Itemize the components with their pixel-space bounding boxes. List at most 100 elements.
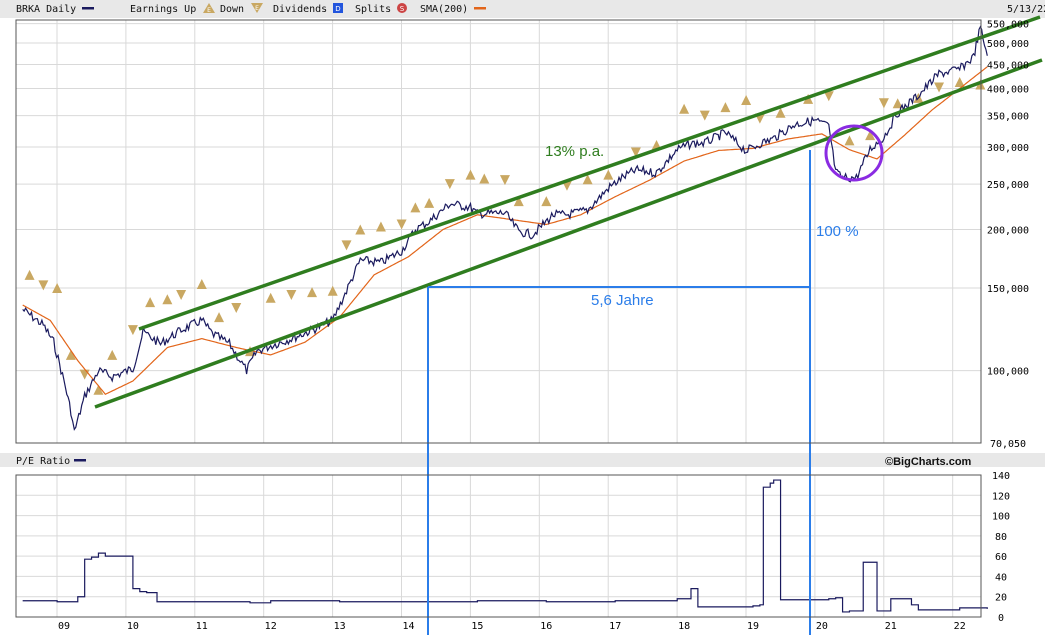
earnings-up-marker	[327, 285, 338, 296]
earnings-up-marker	[844, 135, 855, 146]
earnings-down-icon: E	[251, 3, 263, 13]
x-tick-label: 09	[58, 621, 70, 632]
earnings-up-marker	[265, 292, 276, 303]
earnings-up-marker	[541, 196, 552, 207]
pe-ratio-label: P/E Ratio	[16, 456, 70, 467]
svg-text:E: E	[207, 7, 211, 14]
x-tick-label: 12	[265, 621, 277, 632]
symbol-label: BRKA Daily	[16, 4, 76, 15]
pe-y-tick-label: 40	[995, 572, 1007, 583]
earnings-up-marker	[892, 98, 903, 109]
x-tick-label: 21	[885, 621, 897, 632]
y-axis-pe: 140 120 100 80 60 40 20 0	[992, 471, 1010, 624]
dividends-icon: D	[333, 3, 343, 13]
earnings-up-marker	[741, 94, 752, 105]
earnings-up-marker	[479, 173, 490, 184]
earnings-up-icon: E	[203, 3, 215, 14]
earnings-up-marker	[410, 202, 421, 213]
earnings-down-marker	[396, 219, 407, 230]
earnings-up-marker	[65, 349, 76, 360]
pe-y-tick-label: 80	[995, 532, 1007, 543]
earnings-up-marker	[162, 294, 173, 305]
earnings-up-label: Earnings Up	[130, 4, 196, 15]
splits-label: Splits	[355, 4, 391, 15]
pe-y-tick-label: 140	[992, 471, 1010, 482]
earnings-down-marker	[630, 147, 641, 158]
earnings-down-marker	[38, 280, 49, 291]
plot-frame	[15, 19, 982, 618]
earnings-down-marker	[934, 82, 945, 93]
date-label: 5/13/22	[1007, 4, 1045, 15]
price-line	[22, 25, 988, 431]
y-tick-label: 550,000	[987, 20, 1029, 31]
earnings-up-marker	[603, 169, 614, 180]
y-tick-label: 500,000	[987, 39, 1029, 50]
sma-legend-swatch	[474, 7, 486, 10]
x-tick-label: 20	[816, 621, 828, 632]
price-legend-swatch	[82, 7, 94, 10]
earnings-up-marker	[24, 269, 35, 280]
earnings-down-marker	[878, 98, 889, 109]
earnings-up-marker	[196, 279, 207, 290]
earnings-up-marker	[954, 76, 965, 87]
duration-annotation: 5,6 Jahre	[591, 292, 654, 309]
earnings-up-marker	[720, 102, 731, 113]
svg-text:E: E	[255, 5, 259, 12]
y-tick-label: 350,000	[987, 112, 1029, 123]
earnings-down-marker	[823, 91, 834, 102]
earnings-up-marker	[465, 169, 476, 180]
earnings-down-marker	[699, 110, 710, 121]
x-tick-label: 17	[609, 621, 621, 632]
pe-line	[22, 479, 988, 613]
pe-y-tick-label: 20	[995, 593, 1007, 604]
splits-icon: S	[397, 3, 407, 13]
earnings-up-marker	[775, 107, 786, 118]
brand-label: ©BigCharts.com	[885, 456, 972, 468]
pe-legend-swatch	[74, 459, 86, 462]
channel-lower-line	[94, 58, 1043, 409]
svg-text:S: S	[400, 5, 405, 13]
earnings-up-marker	[424, 197, 435, 208]
y-axis-main: 550,000 500,000 450,000 400,000 350,000 300,0…	[987, 20, 1029, 450]
earnings-down-marker	[176, 289, 187, 300]
lower-header-band	[0, 453, 1045, 467]
earnings-down-marker	[499, 175, 510, 186]
sma-line	[22, 66, 988, 396]
earnings-down-marker	[444, 179, 455, 190]
gain-annotation: 100 %	[816, 223, 859, 240]
earnings-marks	[24, 76, 986, 395]
measure-lines	[427, 150, 811, 635]
pe-y-tick-label: 60	[995, 552, 1007, 563]
earnings-up-marker	[145, 297, 156, 308]
y-tick-label: 400,000	[987, 84, 1029, 95]
earnings-up-marker	[679, 103, 690, 114]
x-tick-label: 11	[196, 621, 208, 632]
pe-line-group	[22, 479, 988, 613]
grid	[16, 20, 981, 618]
earnings-up-marker	[513, 196, 524, 207]
x-tick-label: 14	[402, 621, 414, 632]
svg-text:D: D	[335, 5, 340, 13]
earnings-down-marker	[286, 289, 297, 300]
earnings-up-marker	[214, 312, 225, 323]
y-tick-label: 150,000	[987, 284, 1029, 295]
highlight-circle	[824, 124, 884, 182]
x-tick-label: 18	[678, 621, 690, 632]
earnings-up-marker	[582, 174, 593, 185]
earnings-up-marker	[355, 224, 366, 235]
earnings-up-marker	[52, 283, 63, 294]
earnings-down-marker	[127, 325, 138, 336]
x-tick-label: 16	[540, 621, 552, 632]
earnings-up-marker	[107, 349, 118, 360]
earnings-up-marker	[307, 287, 318, 298]
y-tick-label: 100,000	[987, 367, 1029, 378]
down-label: Down	[220, 4, 244, 15]
pe-y-tick-label: 120	[992, 491, 1010, 502]
dividends-label: Dividends	[273, 4, 327, 15]
earnings-down-marker	[231, 302, 242, 313]
earnings-up-marker	[865, 130, 876, 141]
x-tick-label: 15	[471, 621, 483, 632]
pe-y-tick-label: 0	[998, 613, 1004, 624]
x-tick-label: 19	[747, 621, 759, 632]
